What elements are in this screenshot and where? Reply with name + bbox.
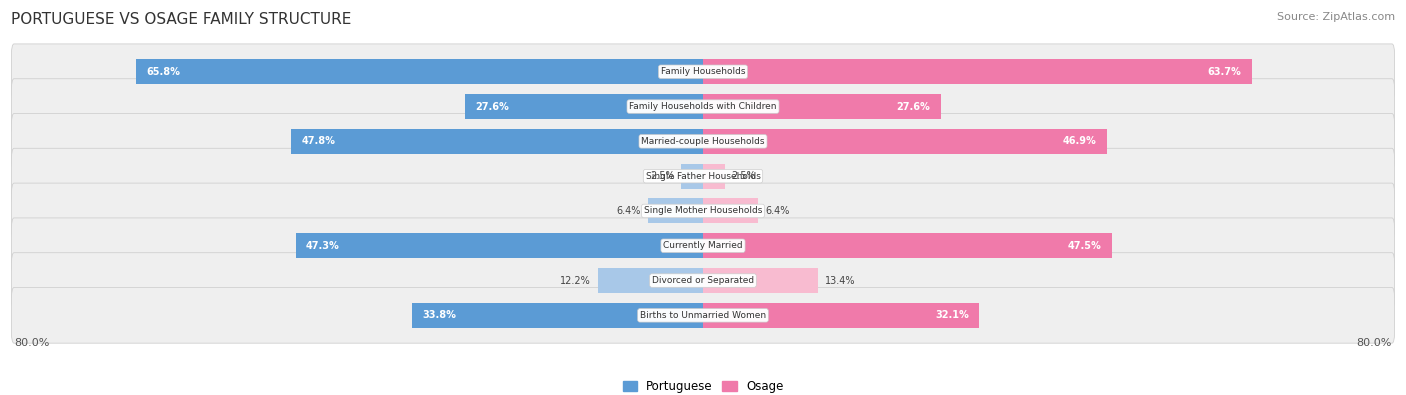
Text: 27.6%: 27.6% bbox=[475, 102, 509, 111]
Text: 47.8%: 47.8% bbox=[302, 136, 336, 147]
Text: 46.9%: 46.9% bbox=[1063, 136, 1097, 147]
Text: Births to Unmarried Women: Births to Unmarried Women bbox=[640, 311, 766, 320]
Text: 6.4%: 6.4% bbox=[765, 206, 789, 216]
Bar bbox=[703, 198, 758, 224]
Bar bbox=[703, 303, 980, 328]
Text: Divorced or Separated: Divorced or Separated bbox=[652, 276, 754, 285]
Bar bbox=[703, 164, 724, 189]
Text: 65.8%: 65.8% bbox=[146, 67, 180, 77]
Bar bbox=[703, 233, 1112, 258]
Text: 2.5%: 2.5% bbox=[731, 171, 756, 181]
Text: 80.0%: 80.0% bbox=[1357, 338, 1392, 348]
Text: 6.4%: 6.4% bbox=[617, 206, 641, 216]
Bar bbox=[703, 268, 818, 293]
Text: 27.6%: 27.6% bbox=[897, 102, 931, 111]
FancyBboxPatch shape bbox=[11, 79, 1395, 134]
Text: 13.4%: 13.4% bbox=[825, 276, 856, 286]
Text: 12.2%: 12.2% bbox=[561, 276, 591, 286]
Bar bbox=[291, 129, 703, 154]
Text: Family Households with Children: Family Households with Children bbox=[630, 102, 776, 111]
FancyBboxPatch shape bbox=[11, 288, 1395, 343]
Bar bbox=[703, 59, 1251, 84]
Bar bbox=[648, 198, 703, 224]
Legend: Portuguese, Osage: Portuguese, Osage bbox=[619, 376, 787, 395]
Bar bbox=[703, 129, 1107, 154]
Text: Currently Married: Currently Married bbox=[664, 241, 742, 250]
Text: 47.5%: 47.5% bbox=[1069, 241, 1102, 251]
Text: 80.0%: 80.0% bbox=[14, 338, 49, 348]
Bar bbox=[465, 94, 703, 119]
FancyBboxPatch shape bbox=[11, 183, 1395, 239]
Text: Single Mother Households: Single Mother Households bbox=[644, 207, 762, 215]
Text: Single Father Households: Single Father Households bbox=[645, 172, 761, 181]
FancyBboxPatch shape bbox=[11, 148, 1395, 204]
FancyBboxPatch shape bbox=[11, 113, 1395, 169]
FancyBboxPatch shape bbox=[11, 218, 1395, 274]
FancyBboxPatch shape bbox=[11, 44, 1395, 100]
Text: Source: ZipAtlas.com: Source: ZipAtlas.com bbox=[1277, 12, 1395, 22]
FancyBboxPatch shape bbox=[11, 253, 1395, 308]
Text: 63.7%: 63.7% bbox=[1208, 67, 1241, 77]
Text: 47.3%: 47.3% bbox=[307, 241, 340, 251]
Bar bbox=[412, 303, 703, 328]
Bar bbox=[136, 59, 703, 84]
Text: 33.8%: 33.8% bbox=[422, 310, 456, 320]
Bar bbox=[295, 233, 703, 258]
Text: 2.5%: 2.5% bbox=[650, 171, 675, 181]
Text: Family Households: Family Households bbox=[661, 67, 745, 76]
Bar bbox=[703, 94, 941, 119]
Text: PORTUGUESE VS OSAGE FAMILY STRUCTURE: PORTUGUESE VS OSAGE FAMILY STRUCTURE bbox=[11, 12, 352, 27]
Bar bbox=[682, 164, 703, 189]
Bar bbox=[598, 268, 703, 293]
Text: 32.1%: 32.1% bbox=[935, 310, 969, 320]
Text: Married-couple Households: Married-couple Households bbox=[641, 137, 765, 146]
